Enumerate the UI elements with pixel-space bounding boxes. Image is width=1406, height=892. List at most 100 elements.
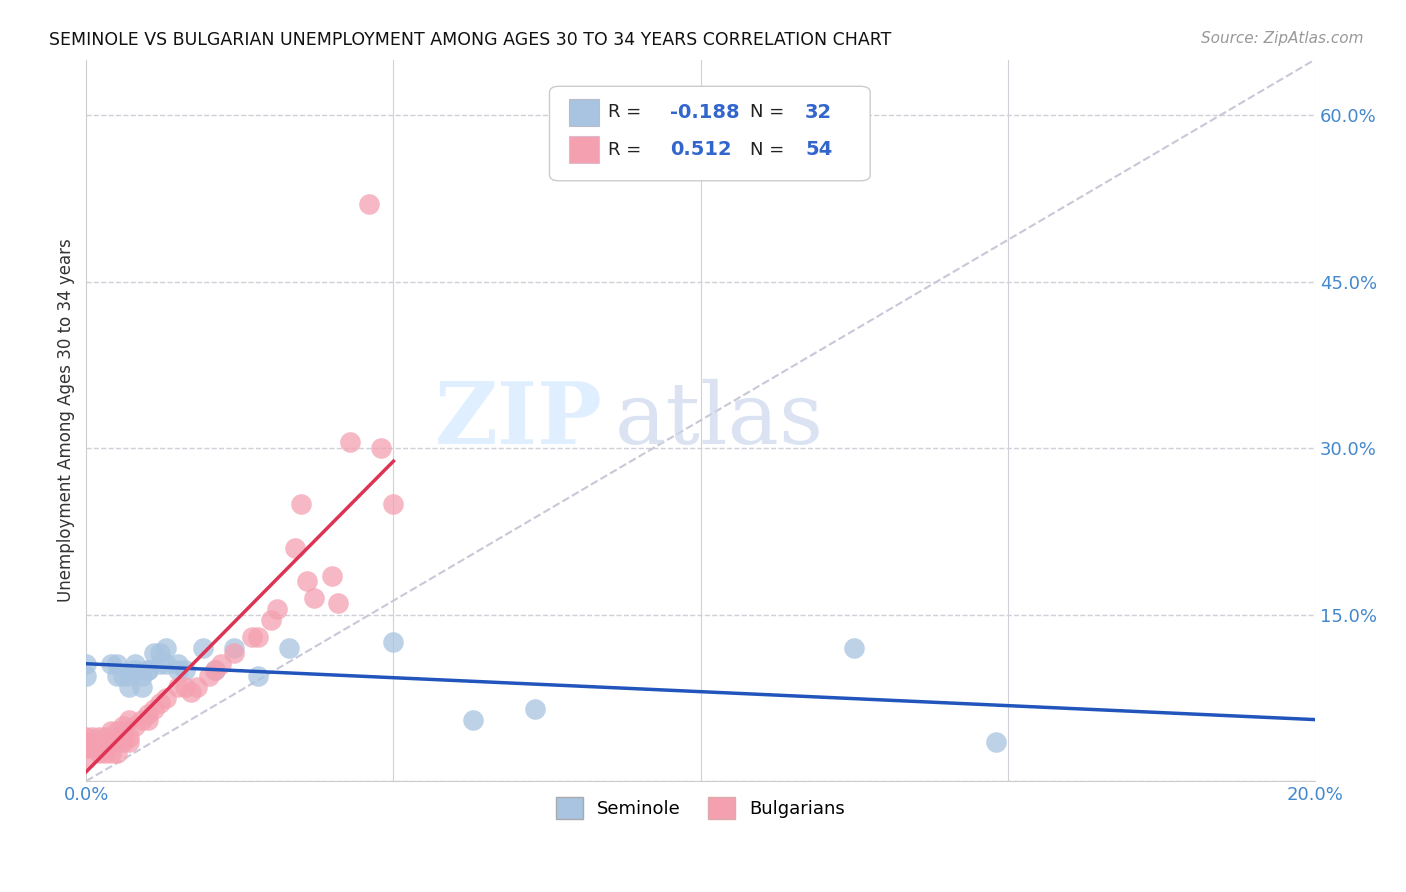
Point xyxy=(93,730,115,744)
Point xyxy=(100,724,122,739)
Point xyxy=(149,696,172,710)
Point xyxy=(131,668,153,682)
Point xyxy=(136,707,159,722)
Point xyxy=(118,713,141,727)
Point xyxy=(100,657,122,672)
Point xyxy=(124,657,146,672)
Point xyxy=(173,663,195,677)
Point xyxy=(173,680,195,694)
Point xyxy=(75,668,97,682)
Point xyxy=(222,640,245,655)
Point xyxy=(167,680,190,694)
Point xyxy=(118,668,141,682)
Point xyxy=(339,435,361,450)
Point xyxy=(124,718,146,732)
Point xyxy=(75,735,97,749)
Point xyxy=(302,591,325,605)
Point xyxy=(222,646,245,660)
Point xyxy=(180,685,202,699)
Point xyxy=(75,657,97,672)
FancyBboxPatch shape xyxy=(550,87,870,181)
Point xyxy=(112,735,135,749)
Point xyxy=(155,690,177,705)
Text: atlas: atlas xyxy=(614,379,824,462)
Point xyxy=(278,640,301,655)
Point xyxy=(370,441,392,455)
Point xyxy=(204,663,226,677)
Point xyxy=(93,746,115,760)
Point xyxy=(357,197,380,211)
Text: Source: ZipAtlas.com: Source: ZipAtlas.com xyxy=(1201,31,1364,46)
Point xyxy=(321,568,343,582)
Legend: Seminole, Bulgarians: Seminole, Bulgarians xyxy=(548,789,852,826)
Point xyxy=(75,752,97,766)
Point xyxy=(155,640,177,655)
Point xyxy=(149,657,172,672)
Point xyxy=(204,663,226,677)
Point xyxy=(112,668,135,682)
Point xyxy=(984,735,1007,749)
Text: 54: 54 xyxy=(806,140,832,160)
Point xyxy=(87,746,110,760)
Point xyxy=(191,640,214,655)
Text: -0.188: -0.188 xyxy=(669,103,740,122)
Point xyxy=(131,713,153,727)
Point xyxy=(142,646,165,660)
Point xyxy=(167,657,190,672)
Point xyxy=(75,740,97,755)
Point xyxy=(463,713,485,727)
Point xyxy=(247,630,270,644)
Point xyxy=(93,740,115,755)
Point xyxy=(87,740,110,755)
Point xyxy=(105,668,128,682)
Point xyxy=(186,680,208,694)
Point xyxy=(284,541,307,555)
Point xyxy=(382,497,405,511)
Text: R =: R = xyxy=(609,141,654,159)
Point xyxy=(87,730,110,744)
FancyBboxPatch shape xyxy=(569,136,599,163)
Point xyxy=(328,596,350,610)
Point xyxy=(112,724,135,739)
FancyBboxPatch shape xyxy=(569,98,599,126)
Point xyxy=(118,735,141,749)
Point xyxy=(105,657,128,672)
Point xyxy=(142,702,165,716)
Point xyxy=(523,702,546,716)
Point xyxy=(100,746,122,760)
Point xyxy=(124,663,146,677)
Point xyxy=(240,630,263,644)
Point xyxy=(167,663,190,677)
Point xyxy=(290,497,312,511)
Text: N =: N = xyxy=(749,103,790,121)
Point xyxy=(112,718,135,732)
Point xyxy=(136,713,159,727)
Point xyxy=(136,663,159,677)
Point xyxy=(844,640,866,655)
Point xyxy=(382,635,405,649)
Text: R =: R = xyxy=(609,103,648,121)
Point xyxy=(131,680,153,694)
Point xyxy=(266,602,288,616)
Point xyxy=(118,730,141,744)
Y-axis label: Unemployment Among Ages 30 to 34 years: Unemployment Among Ages 30 to 34 years xyxy=(58,238,75,602)
Point xyxy=(155,657,177,672)
Point xyxy=(105,746,128,760)
Point xyxy=(82,730,104,744)
Text: N =: N = xyxy=(749,141,790,159)
Point xyxy=(209,657,232,672)
Text: 32: 32 xyxy=(806,103,832,122)
Text: 0.512: 0.512 xyxy=(669,140,731,160)
Point xyxy=(112,730,135,744)
Point xyxy=(247,668,270,682)
Text: ZIP: ZIP xyxy=(434,378,602,462)
Point xyxy=(259,613,281,627)
Point xyxy=(82,740,104,755)
Point xyxy=(149,646,172,660)
Point xyxy=(198,668,221,682)
Point xyxy=(105,735,128,749)
Point xyxy=(105,724,128,739)
Point xyxy=(75,730,97,744)
Point xyxy=(136,663,159,677)
Point xyxy=(297,574,319,589)
